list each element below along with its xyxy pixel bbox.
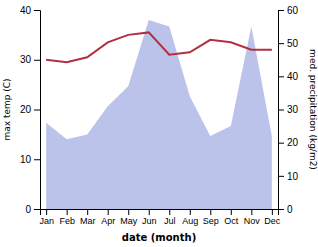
tick-label: May (120, 216, 138, 226)
tick: Aug (182, 209, 198, 226)
tick-mark (278, 110, 284, 111)
tick-mark (34, 110, 40, 111)
tick-mark (190, 209, 191, 215)
axis-line (34, 11, 41, 210)
tick-mark (251, 209, 252, 215)
tick-mark (34, 159, 40, 160)
tick-mark (278, 209, 284, 210)
tick-label: Feb (59, 216, 75, 226)
tick-label: Apr (101, 216, 115, 226)
tick-mark (278, 10, 284, 11)
tick-label: 40 (20, 5, 32, 16)
tick-mark (67, 209, 68, 215)
tick-label: Jan (39, 216, 54, 226)
chart: Jan Feb Mar Apr May Jun Jul Aug Sep Oct NovDec 0 10 2… (0, 0, 318, 247)
marks (46, 20, 272, 209)
tick-mark (278, 143, 284, 144)
tick: Feb (59, 209, 75, 226)
tick: 10 (20, 154, 40, 165)
tick: 0 (278, 204, 293, 215)
tick-mark (149, 209, 150, 215)
tick: Apr (101, 209, 115, 226)
tick-label: 20 (20, 104, 32, 115)
y-axis: 0 10 20 30 40 (20, 5, 41, 215)
tick: May (120, 209, 138, 226)
tick: Jul (164, 209, 176, 226)
tick: 20 (20, 104, 40, 115)
axis-line (279, 11, 285, 210)
tick-label: 60 (287, 5, 299, 16)
y2-axis-title: med. precipitation (kg/m2) (308, 49, 318, 170)
tick-label: Nov (244, 216, 261, 226)
line (46, 32, 272, 62)
tick: 20 (278, 137, 299, 148)
y2-axis: 0 10 20 30 40 50 60 (278, 5, 299, 215)
tick-mark (128, 209, 129, 215)
tick-label: Aug (182, 216, 198, 226)
chart-container: Jan Feb Mar Apr May Jun Jul Aug Sep Oct NovDec 0 10 2… (0, 0, 318, 247)
tick-label: Mar (80, 216, 96, 226)
tick-mark (169, 209, 170, 215)
tick-mark (34, 10, 40, 11)
tick-mark (46, 209, 47, 215)
tick-label: 20 (287, 137, 299, 148)
tick-label: Dec (264, 216, 281, 226)
tick-label: 40 (287, 71, 299, 82)
tick-mark (272, 209, 273, 215)
tick: 30 (278, 104, 299, 115)
tick: Mar (80, 209, 96, 226)
tick-label: Jul (164, 216, 176, 226)
tick: 10 (278, 171, 299, 182)
tick: 40 (278, 71, 299, 82)
tick-label: 10 (20, 154, 32, 165)
tick-label: 0 (25, 204, 31, 215)
tick: Jan (39, 209, 54, 226)
tick-label: 30 (287, 104, 299, 115)
tick: Nov (244, 209, 261, 226)
tick-label: Jun (142, 216, 157, 226)
tick-label: 0 (287, 204, 293, 215)
tick: Oct (224, 209, 239, 226)
tick-mark (210, 209, 211, 215)
tick: 30 (20, 54, 40, 65)
tick-mark (87, 209, 88, 215)
axis-line (41, 210, 279, 216)
tick-mark (231, 209, 232, 215)
x-axis: Jan Feb Mar Apr May Jun Jul Aug Sep Oct NovDec (39, 209, 280, 226)
tick: 60 (278, 5, 299, 16)
tick-mark (108, 209, 109, 215)
tick-mark (34, 60, 40, 61)
tick-label: 30 (20, 54, 32, 65)
tick: 50 (278, 38, 299, 49)
tick: 40 (20, 5, 40, 16)
tick-label: 10 (287, 171, 299, 182)
tick: Sep (203, 209, 219, 226)
tick-mark (278, 176, 284, 177)
tick: Dec (264, 209, 281, 226)
tick: 0 (25, 204, 40, 215)
tick-mark (278, 76, 284, 77)
y-axis-title: max temp (C) (2, 78, 12, 140)
tick: Jun (142, 209, 157, 226)
plot: Jan Feb Mar Apr May Jun Jul Aug Sep Oct NovDec 0 10 2… (20, 5, 299, 227)
tick-label: Sep (203, 216, 219, 226)
tick-mark (278, 43, 284, 44)
tick-label: Oct (224, 216, 239, 226)
x-axis-title: date (month) (122, 232, 196, 243)
tick-mark (34, 209, 40, 210)
tick-label: 50 (287, 38, 299, 49)
area (46, 20, 272, 209)
